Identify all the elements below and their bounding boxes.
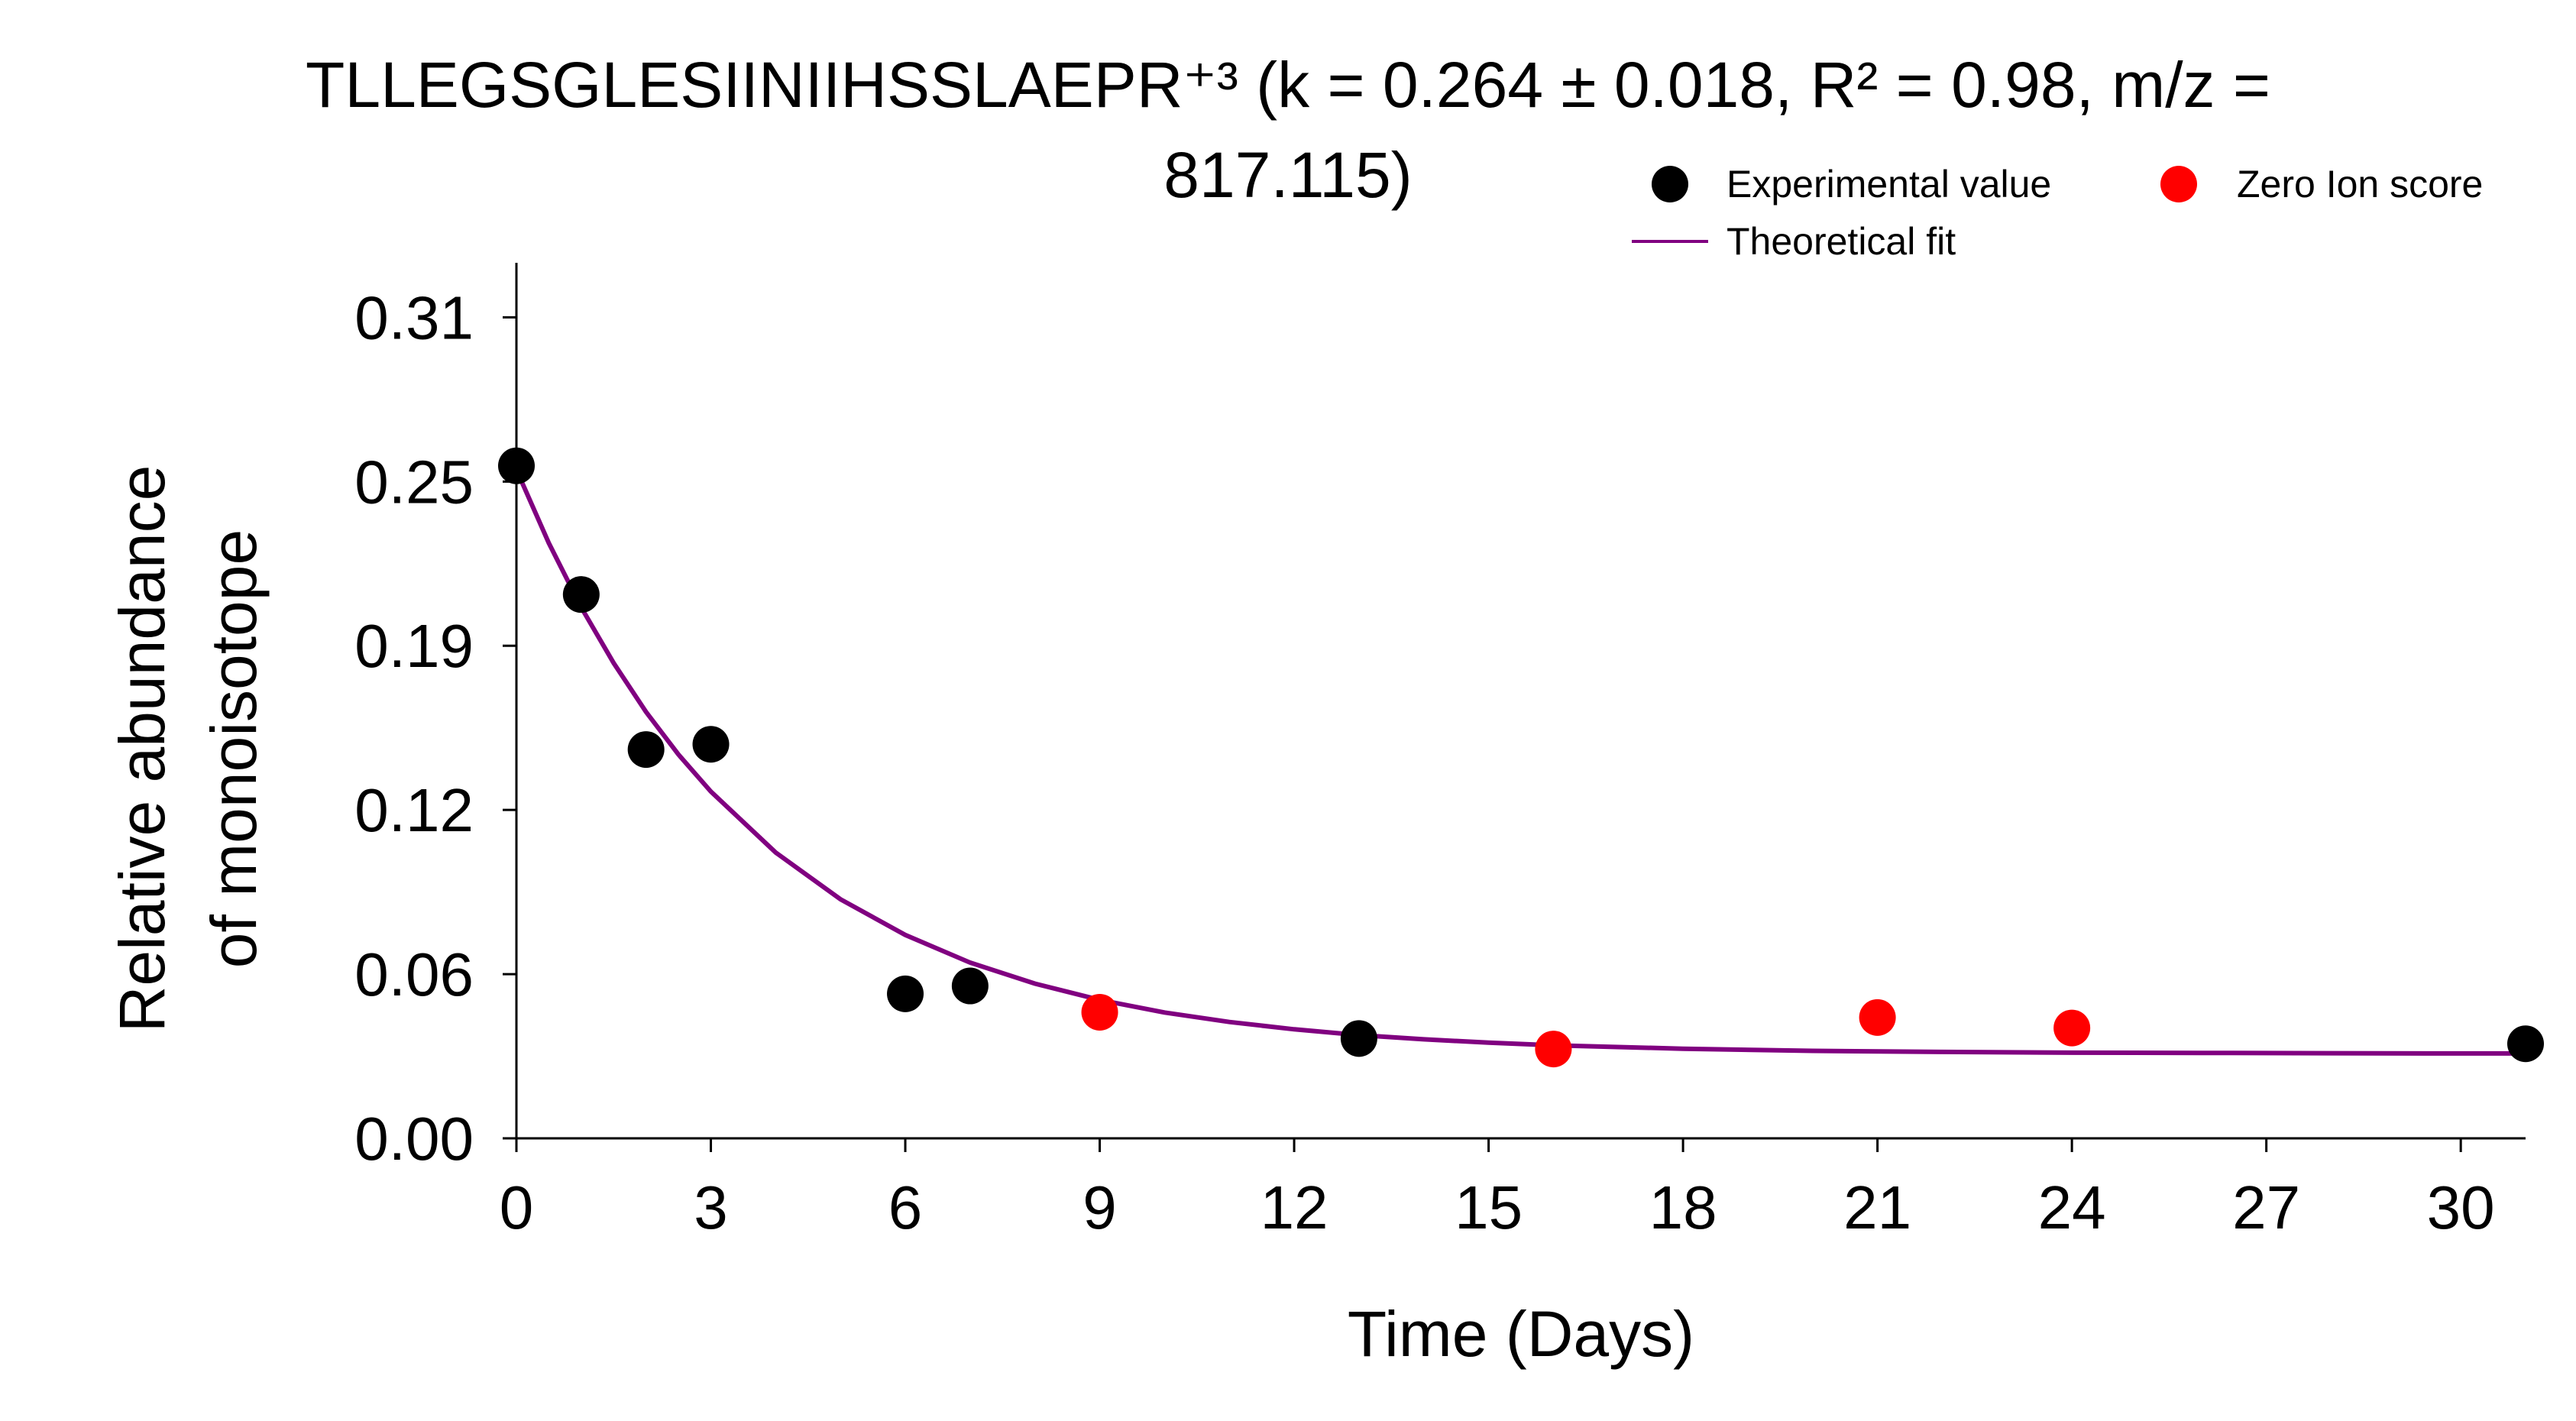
plot-series	[498, 447, 2544, 1068]
x-axis-label: Time (Days)	[1348, 1298, 1694, 1370]
y-tick-label: 0.00	[354, 1105, 474, 1173]
y-tick-label: 0.25	[354, 448, 474, 516]
legend-label-theoretical: Theoretical fit	[1727, 220, 1956, 263]
legend: Experimental value Zero Ion score Theore…	[1632, 163, 2483, 263]
legend-marker-experimental	[1652, 166, 1688, 202]
experimental-point	[498, 447, 535, 484]
legend-label-zero-ion: Zero Ion score	[2237, 163, 2483, 206]
experimental-point	[951, 967, 989, 1005]
x-tick-label: 15	[1455, 1173, 1523, 1241]
y-tick-label: 0.12	[354, 776, 474, 844]
x-tick-label: 27	[2232, 1173, 2300, 1241]
x-tick-label: 21	[1843, 1173, 1911, 1241]
theoretical-fit-line	[514, 468, 2526, 1056]
x-tick-label: 18	[1649, 1173, 1717, 1241]
x-tick-label: 6	[888, 1173, 923, 1241]
x-tick-label: 12	[1260, 1173, 1328, 1241]
experimental-point	[627, 731, 665, 769]
zero-ion-point	[1535, 1031, 1572, 1068]
x-ticks: 0 3 6 9 12 15 18 21 24 27 30	[500, 1138, 2495, 1241]
chart-title-line-1: TLLEGSGLESIINIIHSSLAEPR⁺³ (k = 0.264 ± 0…	[306, 49, 2270, 121]
x-tick-label: 30	[2427, 1173, 2495, 1241]
experimental-point	[887, 975, 924, 1012]
x-tick-label: 24	[2038, 1173, 2106, 1241]
experimental-point	[562, 576, 600, 613]
zero-ion-point	[2053, 1009, 2091, 1047]
y-tick-label: 0.31	[354, 283, 474, 351]
x-tick-label: 9	[1083, 1173, 1117, 1241]
zero-ion-point	[1859, 999, 1896, 1036]
legend-label-experimental: Experimental value	[1727, 163, 2051, 206]
experimental-point	[1340, 1020, 1377, 1057]
x-tick-label: 0	[500, 1173, 534, 1241]
y-ticks: 0.00 0.06 0.12 0.19 0.25 0.31	[354, 283, 516, 1173]
y-tick-label: 0.19	[354, 612, 474, 680]
y-axis-label-line-1: Relative abundance	[106, 465, 178, 1033]
zero-ion-point	[1081, 993, 1118, 1031]
chart-title-line-2: 817.115)	[1163, 139, 1412, 211]
experimental-point	[2507, 1025, 2544, 1063]
legend-marker-zero-ion	[2160, 166, 2197, 202]
experimental-point	[692, 726, 730, 763]
x-tick-label: 3	[694, 1173, 728, 1241]
axes: 0 3 6 9 12 15 18 21 24 27 30 0.000.060.120.190.250…	[354, 263, 2526, 1241]
y-tick-label: 0.06	[354, 940, 474, 1008]
y-axis-label-line-2: of monoisotope	[198, 529, 270, 968]
